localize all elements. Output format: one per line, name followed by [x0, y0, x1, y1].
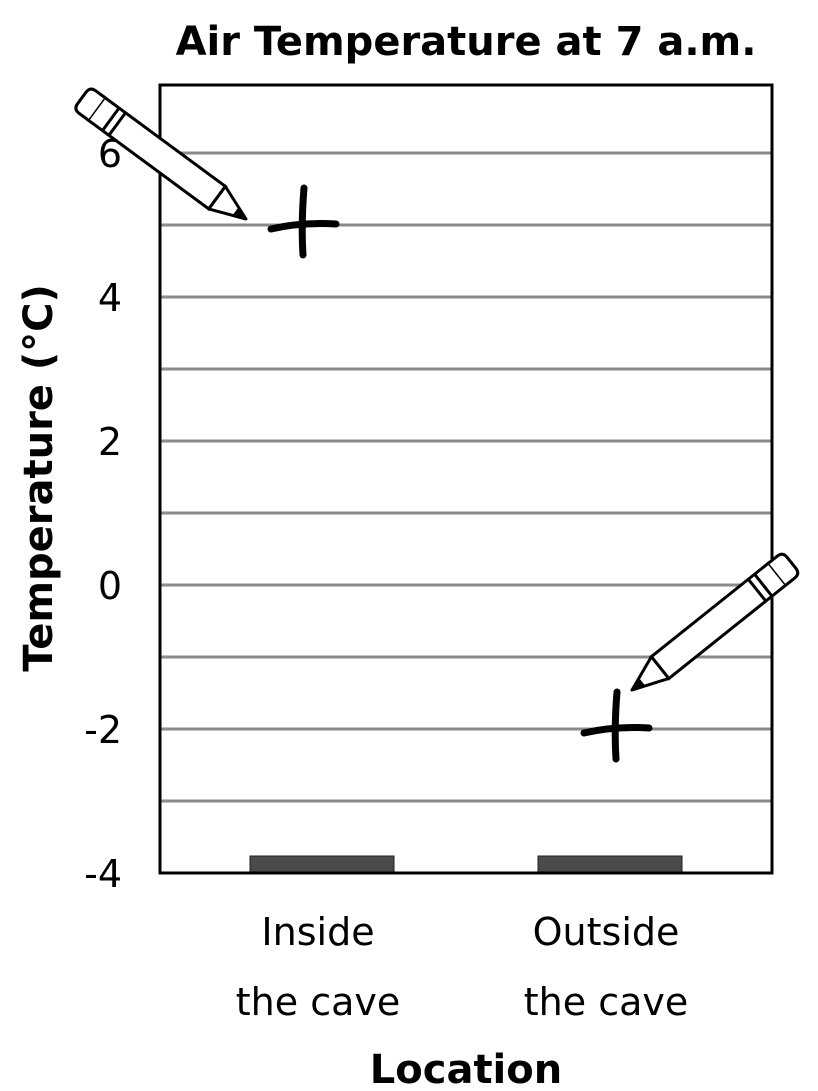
- y-tick-label: -2: [84, 708, 122, 752]
- y-tick-label: 4: [98, 276, 122, 320]
- x-category-label-line2: the cave: [524, 980, 689, 1024]
- plot-frame: [158, 83, 774, 875]
- chart-title: Air Temperature at 7 a.m.: [176, 19, 757, 65]
- x-category-label-line1: Outside: [533, 910, 680, 954]
- y-tick-label: 2: [98, 420, 122, 464]
- y-axis-label: Temperature (°C): [16, 284, 62, 672]
- bar: [249, 855, 395, 874]
- gridlines: [160, 151, 772, 803]
- y-tick-label: 0: [98, 564, 122, 608]
- plotted-marks: [267, 184, 653, 763]
- bars: [249, 855, 683, 874]
- pencil-icon: [630, 552, 800, 692]
- bar: [537, 855, 683, 874]
- x-axis-label: Location: [370, 1047, 562, 1091]
- x-category-label-line1: Inside: [261, 910, 374, 954]
- plus-mark: [267, 184, 340, 259]
- x-category-label-line2: the cave: [236, 980, 401, 1024]
- pencil-icon: [74, 87, 248, 221]
- plus-mark: [580, 688, 653, 763]
- y-tick-label: -4: [84, 852, 122, 896]
- x-category-labels: Inside the cave Outside the cave: [236, 910, 689, 1024]
